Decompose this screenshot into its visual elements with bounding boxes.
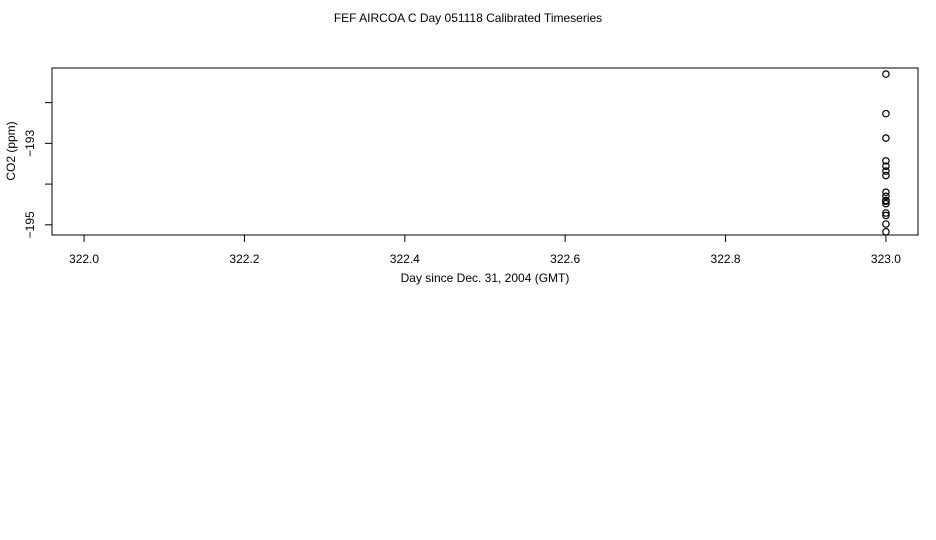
x-tick-label: 322.6 bbox=[550, 252, 580, 266]
data-point bbox=[882, 188, 890, 197]
data-point bbox=[882, 192, 890, 201]
y-axis: −195 −193 bbox=[23, 102, 53, 238]
x-axis: 322.0 322.2 322.4 322.6 322.8 323.0 bbox=[69, 234, 901, 266]
data-point bbox=[882, 162, 890, 170]
data-point bbox=[882, 171, 890, 180]
x-tick-label: 322.8 bbox=[711, 252, 741, 266]
data-point bbox=[882, 134, 890, 142]
x-tick-label: 322.0 bbox=[69, 252, 99, 266]
data-point bbox=[882, 70, 890, 78]
plot-frame bbox=[51, 67, 919, 236]
y-tick-label: −195 bbox=[23, 211, 37, 238]
y-tick-label: −193 bbox=[23, 130, 37, 157]
data-point bbox=[882, 196, 890, 205]
chart-title: FEF AIRCOA C Day 051118 Calibrated Times… bbox=[334, 11, 602, 25]
y-axis-label: CO2 (ppm) bbox=[4, 121, 18, 180]
data-point bbox=[882, 220, 890, 228]
data-points bbox=[882, 70, 890, 236]
x-axis-label: Day since Dec. 31, 2004 (GMT) bbox=[401, 271, 570, 285]
x-tick-label: 323.0 bbox=[871, 252, 901, 266]
x-tick-label: 322.4 bbox=[390, 252, 420, 266]
data-point bbox=[882, 167, 890, 175]
data-point bbox=[882, 199, 890, 208]
data-point bbox=[882, 157, 890, 165]
data-point bbox=[882, 109, 890, 118]
data-point bbox=[882, 211, 890, 220]
data-point bbox=[882, 209, 890, 217]
data-point bbox=[882, 227, 890, 236]
x-tick-label: 322.2 bbox=[229, 252, 259, 266]
